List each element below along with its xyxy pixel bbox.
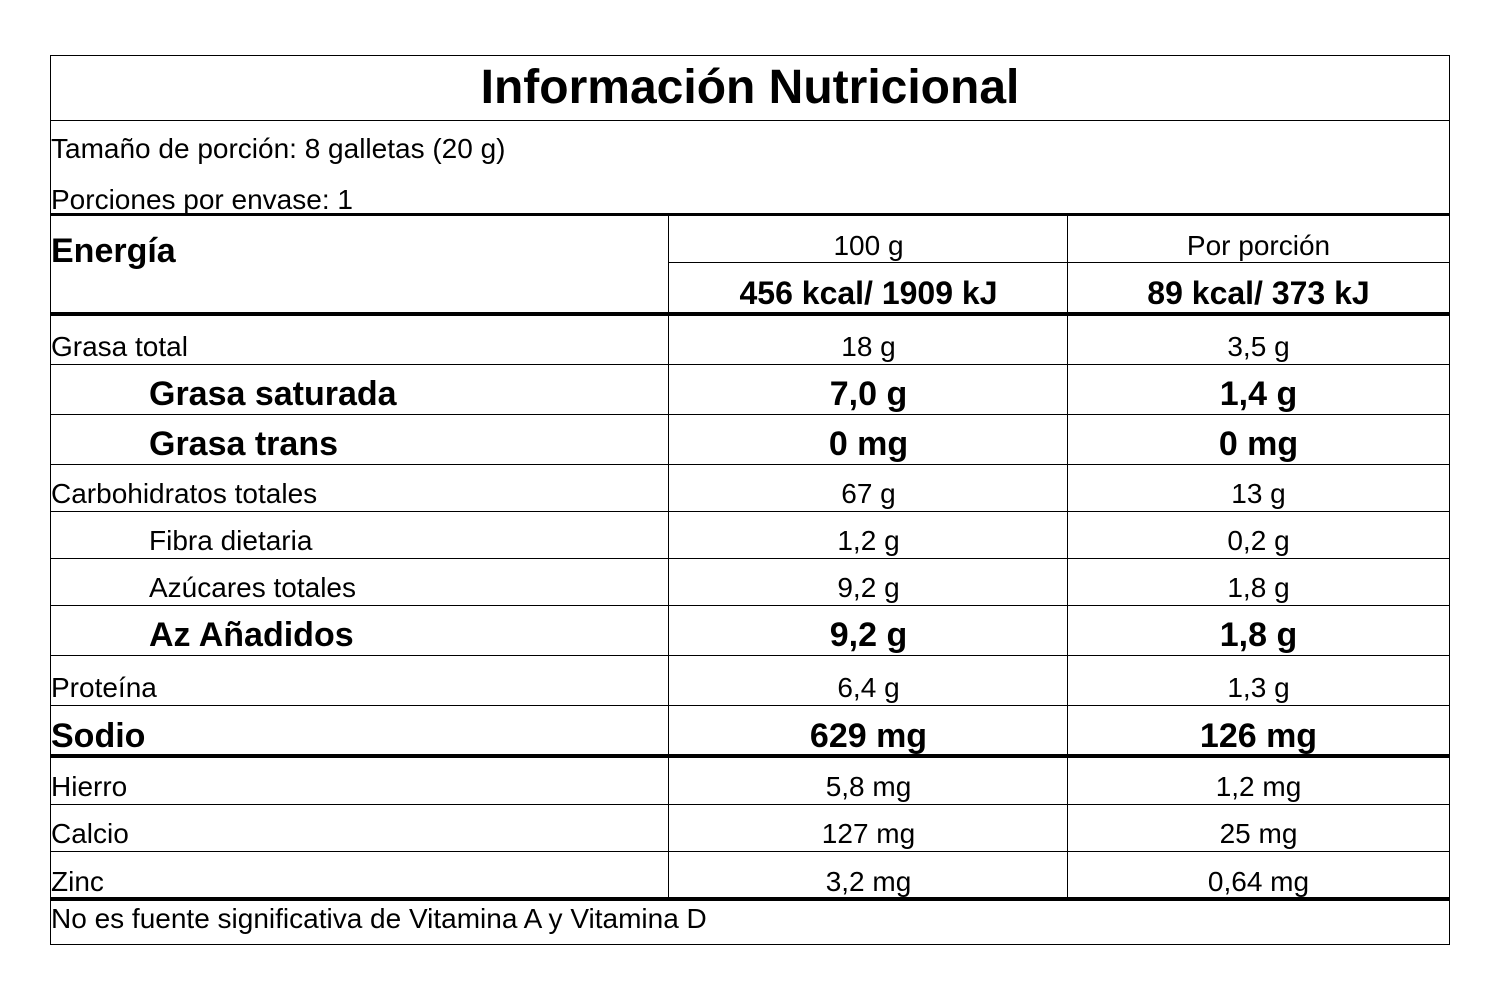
nutrient-value: 6,4 g bbox=[837, 672, 900, 703]
nutrient-label: Hierro bbox=[51, 771, 128, 802]
rule bbox=[51, 851, 1449, 852]
energy-value: 456 kcal/ 1909 kJ bbox=[739, 275, 998, 311]
energy-value: 89 kcal/ 373 kJ bbox=[1147, 275, 1370, 311]
rule bbox=[51, 464, 1449, 465]
title: Información Nutricional bbox=[480, 61, 1020, 114]
servings-per-container: Porciones por envase: 1 bbox=[51, 184, 353, 215]
nutrient-label: Calcio bbox=[51, 818, 129, 849]
rule bbox=[51, 605, 1449, 606]
energy-label: Energía bbox=[51, 232, 176, 270]
thick-rule bbox=[51, 312, 1449, 316]
nutrient-value: 1,2 mg bbox=[1215, 771, 1302, 802]
nutrient-value: 0,2 g bbox=[1227, 525, 1290, 556]
nutrient-value: 18 g bbox=[841, 331, 896, 362]
thick-rule bbox=[51, 897, 1449, 901]
nutrient-value: 13 g bbox=[1231, 478, 1286, 509]
nutrient-value: 7,0 g bbox=[829, 375, 908, 413]
nutrient-value: 67 g bbox=[841, 478, 896, 509]
rule bbox=[51, 655, 1449, 656]
column-rule bbox=[668, 214, 669, 897]
rule bbox=[51, 705, 1449, 706]
nutrient-label: Sodio bbox=[51, 717, 146, 755]
nutrition-label: Información Nutricional Tamaño de porció… bbox=[50, 55, 1450, 945]
nutrient-value: 1,2 g bbox=[837, 525, 900, 556]
nutrient-value: 25 mg bbox=[1219, 818, 1298, 849]
nutrient-value: 9,2 g bbox=[837, 572, 900, 603]
nutrient-label: Grasa trans bbox=[149, 425, 338, 463]
rule bbox=[51, 414, 1449, 415]
thick-rule bbox=[51, 213, 1449, 216]
nutrient-value: 0,64 mg bbox=[1207, 866, 1310, 897]
rule bbox=[51, 120, 1449, 121]
serving-size: Tamaño de porción: 8 galletas (20 g) bbox=[51, 133, 506, 164]
nutrient-value: 0 mg bbox=[828, 425, 909, 463]
footer: No es fuente significativa de Vitamina A… bbox=[51, 903, 707, 934]
thick-rule bbox=[51, 754, 1449, 758]
nutrient-label: Az Añadidos bbox=[149, 616, 354, 654]
rule bbox=[51, 804, 1449, 805]
nutrient-label: Carbohidratos totales bbox=[51, 478, 318, 509]
nutrient-value: 1,4 g bbox=[1219, 375, 1298, 413]
rule bbox=[51, 364, 1449, 365]
nutrient-value: 1,8 g bbox=[1219, 616, 1298, 654]
rule bbox=[669, 262, 1449, 263]
nutrient-label: Grasa total bbox=[51, 331, 188, 362]
nutrient-value: 1,3 g bbox=[1227, 672, 1290, 703]
nutrient-label: Grasa saturada bbox=[149, 375, 397, 413]
rule bbox=[51, 511, 1449, 512]
nutrient-label: Proteína bbox=[51, 672, 157, 703]
nutrient-value: 629 mg bbox=[809, 717, 928, 755]
nutrient-value: 9,2 g bbox=[829, 616, 908, 654]
nutrient-value: 126 mg bbox=[1199, 717, 1318, 755]
nutrient-value: 3,5 g bbox=[1227, 331, 1290, 362]
nutrient-value: 1,8 g bbox=[1227, 572, 1290, 603]
column-header: 100 g bbox=[833, 230, 904, 261]
nutrient-value: 127 mg bbox=[821, 818, 916, 849]
column-rule bbox=[1067, 214, 1068, 897]
nutrient-label: Fibra dietaria bbox=[149, 525, 313, 556]
column-header: Por porción bbox=[1186, 230, 1331, 261]
nutrient-value: 5,8 mg bbox=[825, 771, 912, 802]
nutrient-label: Azúcares totales bbox=[149, 572, 356, 603]
nutrient-value: 0 mg bbox=[1218, 425, 1299, 463]
nutrient-value: 3,2 mg bbox=[825, 866, 912, 897]
rule bbox=[51, 558, 1449, 559]
nutrient-label: Zinc bbox=[51, 866, 104, 897]
